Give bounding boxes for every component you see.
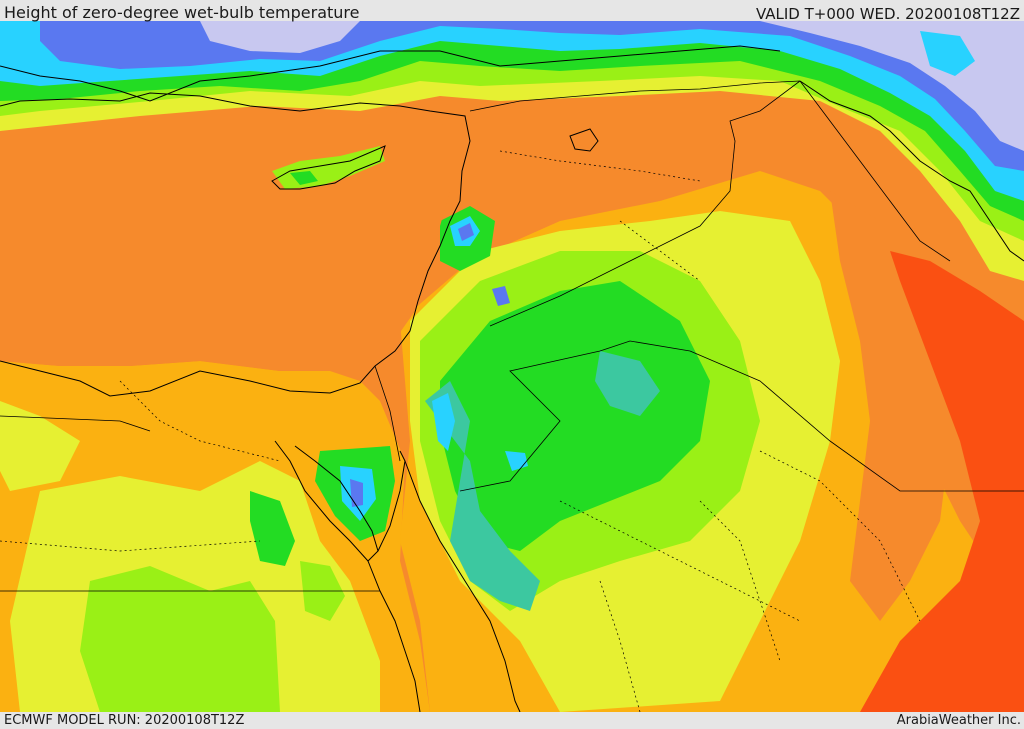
field-lowest-north: [40, 21, 1024, 171]
field-lower-arabia: [595, 351, 660, 416]
valid-time-label: VALID T+000 WED. 20200108T12Z: [755, 5, 1020, 23]
map-title: Height of zero-degree wet-bulb temperatu…: [4, 3, 360, 22]
field-lowest-jordan-spot: [492, 286, 510, 306]
coastline-gulf-aqaba: [377, 450, 406, 552]
border-iraq-iran: [799, 80, 951, 262]
field-very-low-north: [0, 21, 1024, 201]
field-medium-egypt-2: [0, 401, 80, 491]
weather-map: [0, 21, 1024, 712]
field-very-high-east: [860, 251, 1024, 712]
coastlines: [0, 45, 1024, 712]
header-bar: Height of zero-degree wet-bulb temperatu…: [0, 0, 1024, 23]
field-lower-jordan-rift: [425, 381, 540, 611]
region-borders: [0, 150, 921, 712]
field-low-arabia: [440, 281, 710, 551]
border-israel-egypt: [374, 365, 401, 462]
field-high-mediterranean: [0, 96, 460, 371]
field-lowest-lebanon: [458, 223, 474, 241]
country-borders: [0, 80, 1024, 592]
coastline-gulf-suez: [274, 440, 379, 562]
border-saudi-jordan: [459, 340, 691, 492]
model-run-label: ECMWF MODEL RUN: 20200108T12Z: [4, 713, 245, 728]
field-med-low-egypt: [80, 566, 280, 712]
coastline-mediterranean-east: [0, 92, 471, 397]
coastline-red-sea-east: [404, 460, 521, 712]
coastline-cyprus: [271, 145, 386, 190]
field-very-low-caspian: [920, 31, 975, 76]
border-iraq-saudi: [689, 350, 1024, 492]
field-low-egypt: [250, 491, 295, 566]
map-canvas: [0, 21, 1024, 712]
field-very-high-east-inner: [830, 191, 950, 621]
field-minimal-north-west: [200, 21, 360, 53]
credit-label: ArabiaWeather Inc.: [896, 713, 1021, 728]
field-low-cyprus: [290, 171, 318, 185]
footer-bar: ECMWF MODEL RUN: 20200108T12Z ArabiaWeat…: [0, 712, 1024, 729]
lake-van: [569, 128, 599, 152]
border-syria-iraq: [489, 80, 801, 327]
coastline-black-sea: [0, 45, 781, 102]
coastline-persian-gulf: [799, 80, 1024, 262]
coastline-red-sea: [367, 560, 421, 712]
field-med-low-north: [0, 41, 1024, 241]
field-very-low-rift: [432, 393, 455, 451]
border-egypt-libya: [0, 415, 151, 432]
border-turkey-syria: [469, 80, 801, 112]
field-lowest-sinai-core: [350, 479, 363, 507]
